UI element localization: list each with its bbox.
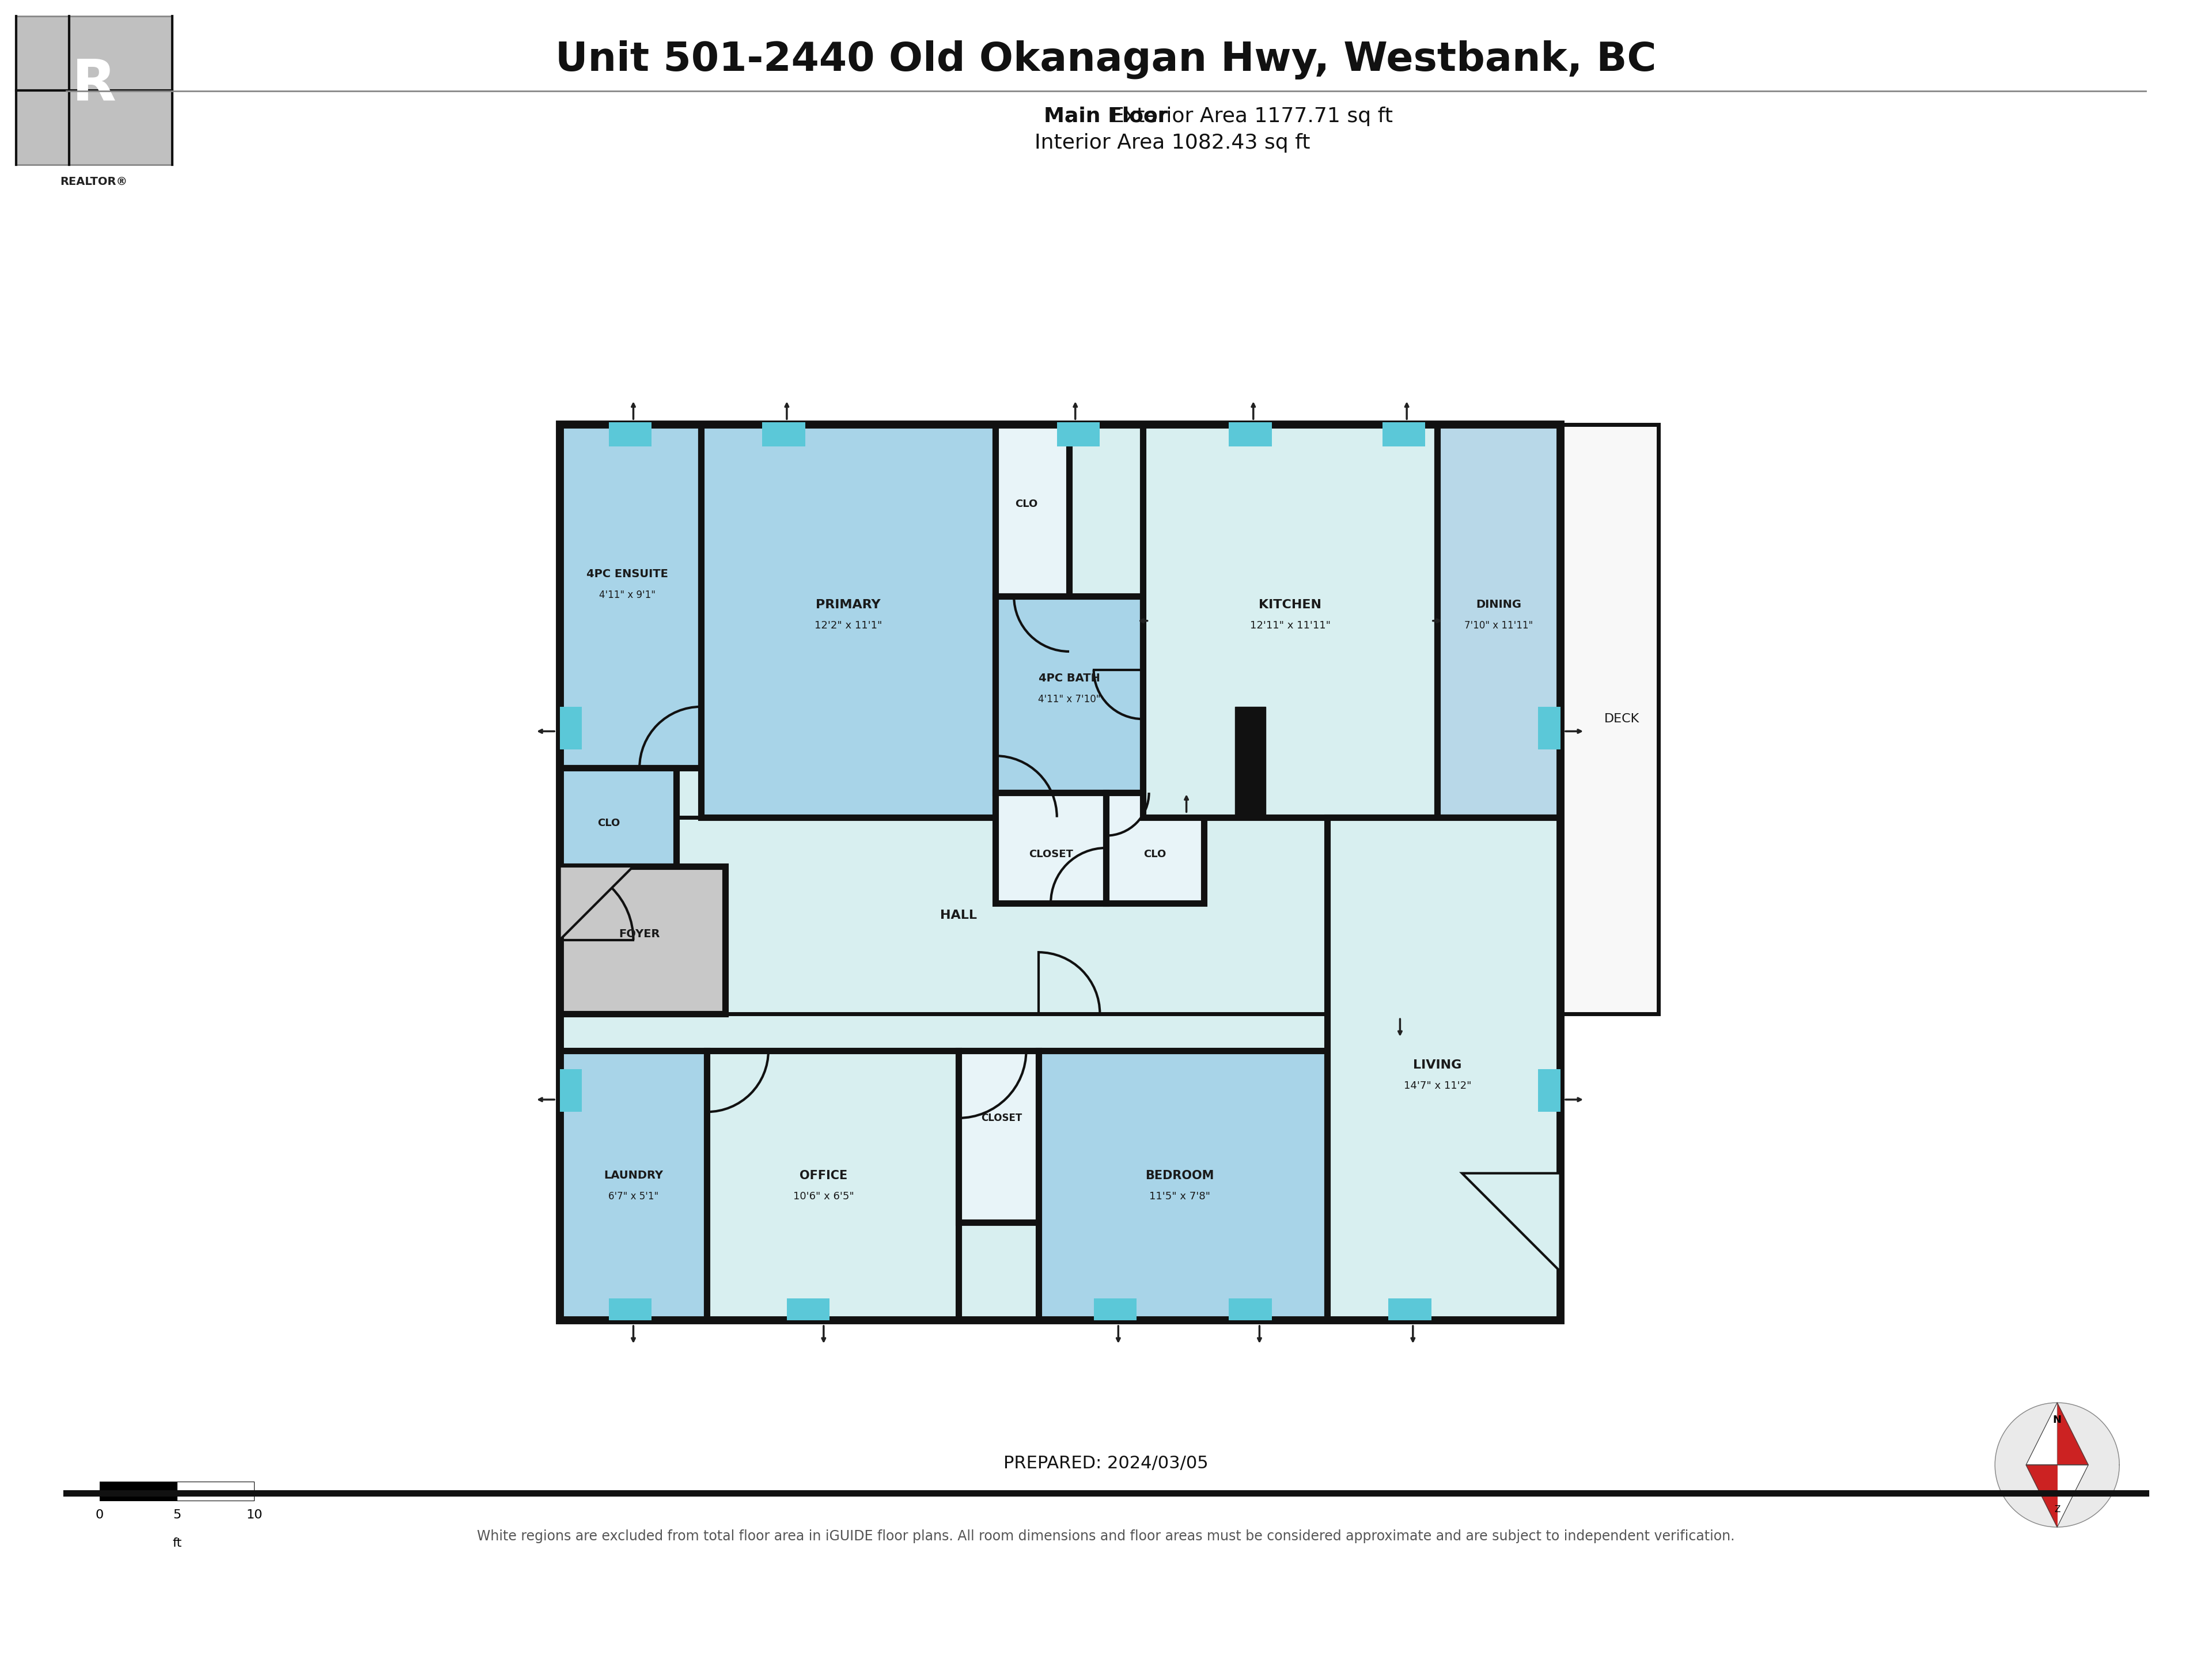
Polygon shape xyxy=(2026,1404,2057,1465)
Text: REALTOR®: REALTOR® xyxy=(60,176,128,187)
Bar xyxy=(560,866,726,1014)
Text: OFFICE: OFFICE xyxy=(801,1170,847,1181)
Bar xyxy=(995,596,1144,793)
Bar xyxy=(1382,421,1425,446)
Bar xyxy=(15,17,173,164)
Bar xyxy=(15,17,173,164)
Bar xyxy=(1537,1068,1559,1112)
Bar xyxy=(1559,425,1659,1014)
Bar xyxy=(560,1050,708,1321)
Polygon shape xyxy=(2057,1465,2088,1526)
Text: HALL: HALL xyxy=(940,909,978,921)
Bar xyxy=(787,1299,830,1321)
Text: Unit 501-2440 Old Okanagan Hwy, Westbank, BC: Unit 501-2440 Old Okanagan Hwy, Westbank… xyxy=(555,40,1657,80)
Bar xyxy=(995,425,1068,596)
Bar xyxy=(608,1299,653,1321)
Text: DINING: DINING xyxy=(1475,599,1522,611)
Text: R: R xyxy=(71,56,117,113)
Bar xyxy=(958,1050,1037,1223)
Text: FOYER: FOYER xyxy=(619,929,659,939)
Text: 12'2" x 11'1": 12'2" x 11'1" xyxy=(814,620,883,630)
Text: LAUNDRY: LAUNDRY xyxy=(604,1170,664,1181)
Text: PREPARED: 2024/03/05: PREPARED: 2024/03/05 xyxy=(1004,1455,1208,1472)
Bar xyxy=(1537,707,1559,750)
Bar xyxy=(1438,425,1559,818)
Text: 4PC BATH: 4PC BATH xyxy=(1037,674,1099,684)
Bar xyxy=(701,425,995,818)
Text: Main Floor: Main Floor xyxy=(1044,106,1168,126)
Text: CLOSET: CLOSET xyxy=(1029,849,1073,859)
Bar xyxy=(1327,818,1559,1321)
Text: LIVING: LIVING xyxy=(1413,1060,1462,1072)
Bar xyxy=(1230,1299,1272,1321)
Bar xyxy=(560,707,582,750)
Bar xyxy=(708,1050,958,1321)
Bar xyxy=(560,768,677,866)
Bar xyxy=(1230,421,1272,446)
Bar xyxy=(1144,425,1438,818)
Polygon shape xyxy=(560,866,633,941)
Bar xyxy=(177,1481,254,1501)
Polygon shape xyxy=(1462,1173,1559,1271)
Bar xyxy=(1093,1299,1137,1321)
Bar xyxy=(608,421,653,446)
Text: DECK: DECK xyxy=(1604,713,1639,725)
Text: Z: Z xyxy=(2055,1505,2059,1515)
Text: 0: 0 xyxy=(95,1510,104,1521)
Polygon shape xyxy=(1995,1404,2119,1526)
Polygon shape xyxy=(2026,1465,2057,1526)
Bar xyxy=(1234,707,1265,818)
Text: 7'10" x 11'11": 7'10" x 11'11" xyxy=(1464,620,1533,630)
Bar xyxy=(1037,1050,1327,1321)
Text: Exterior Area 1177.71 sq ft: Exterior Area 1177.71 sq ft xyxy=(1097,106,1394,126)
Text: 11'5" x 7'8": 11'5" x 7'8" xyxy=(1148,1191,1210,1201)
Bar xyxy=(1057,421,1099,446)
Bar xyxy=(560,425,701,768)
Bar xyxy=(1389,1299,1431,1321)
Bar xyxy=(1106,793,1203,902)
Text: BEDROOM: BEDROOM xyxy=(1146,1170,1214,1181)
Text: 5: 5 xyxy=(173,1510,181,1521)
Bar xyxy=(560,425,1559,1321)
Text: 4PC ENSUITE: 4PC ENSUITE xyxy=(586,569,668,579)
Text: 6'7" x 5'1": 6'7" x 5'1" xyxy=(608,1191,659,1201)
Text: PRIMARY: PRIMARY xyxy=(816,599,880,611)
Text: KITCHEN: KITCHEN xyxy=(1259,599,1321,611)
Text: ft: ft xyxy=(173,1538,181,1550)
Bar xyxy=(560,1068,582,1112)
Text: 14'7" x 11'2": 14'7" x 11'2" xyxy=(1405,1082,1471,1092)
Text: N: N xyxy=(2053,1415,2062,1425)
Text: CLO: CLO xyxy=(1015,499,1037,509)
Text: 12'11" x 11'11": 12'11" x 11'11" xyxy=(1250,620,1329,630)
Text: White regions are excluded from total floor area in iGUIDE floor plans. All room: White regions are excluded from total fl… xyxy=(478,1530,1734,1543)
Polygon shape xyxy=(2057,1404,2088,1465)
Text: CLO: CLO xyxy=(1144,849,1166,859)
Bar xyxy=(560,425,1559,1321)
Text: 10: 10 xyxy=(246,1510,263,1521)
Text: Interior Area 1082.43 sq ft: Interior Area 1082.43 sq ft xyxy=(902,133,1310,153)
Bar xyxy=(560,818,1559,1014)
Text: 10'6" x 6'5": 10'6" x 6'5" xyxy=(794,1191,854,1201)
Text: CLO: CLO xyxy=(597,818,619,828)
Text: 4'11" x 9'1": 4'11" x 9'1" xyxy=(599,591,655,601)
Bar xyxy=(995,793,1106,902)
Text: CLOSET: CLOSET xyxy=(982,1113,1022,1123)
Bar xyxy=(100,1481,177,1501)
Bar xyxy=(763,421,805,446)
Text: 4'11" x 7'10": 4'11" x 7'10" xyxy=(1037,693,1099,705)
